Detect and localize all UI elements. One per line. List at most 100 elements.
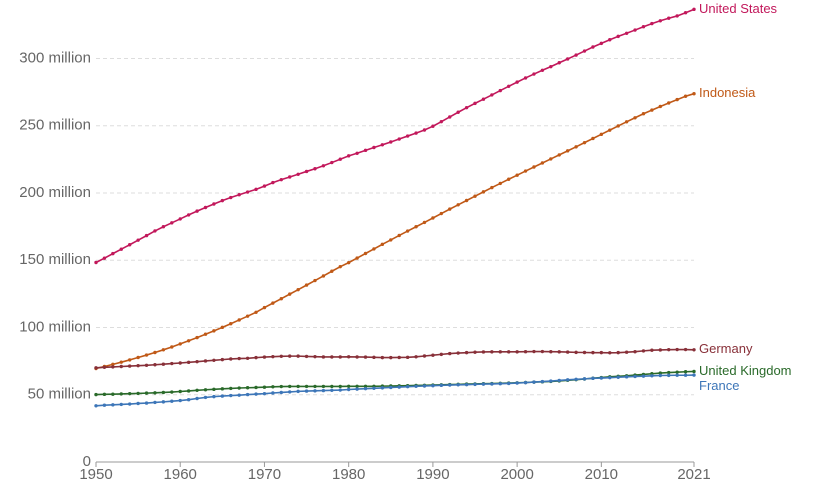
point xyxy=(212,394,216,399)
point xyxy=(422,354,427,358)
x-tick-label: 2021 xyxy=(677,466,710,480)
legend-label: United States xyxy=(699,1,778,16)
point xyxy=(456,110,460,114)
point xyxy=(288,390,292,394)
point xyxy=(624,31,629,35)
point xyxy=(658,104,663,109)
point xyxy=(675,347,679,352)
point xyxy=(549,157,553,161)
point xyxy=(195,396,199,401)
point xyxy=(237,386,241,390)
point xyxy=(616,350,620,355)
point xyxy=(448,351,452,356)
point xyxy=(330,269,334,273)
point xyxy=(119,392,123,396)
point xyxy=(111,365,115,369)
point xyxy=(144,233,149,238)
point xyxy=(624,350,629,354)
point xyxy=(102,392,107,397)
line xyxy=(95,370,695,396)
point xyxy=(144,401,149,405)
point xyxy=(532,380,536,384)
point xyxy=(127,358,132,362)
point xyxy=(338,157,342,161)
point xyxy=(229,195,233,200)
point xyxy=(523,76,528,80)
point xyxy=(304,384,309,389)
point xyxy=(608,375,612,380)
point xyxy=(220,387,225,391)
point xyxy=(161,390,166,395)
point xyxy=(296,354,300,358)
point xyxy=(540,379,545,384)
point xyxy=(582,377,587,381)
point xyxy=(161,225,166,229)
point xyxy=(178,342,182,346)
y-tick-label: 100 million xyxy=(19,318,91,335)
point xyxy=(102,403,107,407)
point xyxy=(330,355,334,359)
point xyxy=(153,229,157,233)
point xyxy=(414,225,418,229)
point xyxy=(195,209,199,213)
point xyxy=(111,403,115,407)
point xyxy=(220,325,225,330)
point xyxy=(119,402,123,407)
point xyxy=(195,388,199,393)
point xyxy=(616,34,620,39)
point xyxy=(498,350,502,354)
point xyxy=(212,329,216,333)
point xyxy=(178,217,182,221)
point xyxy=(557,61,561,65)
point xyxy=(549,64,553,69)
point xyxy=(624,120,629,124)
point xyxy=(304,354,309,359)
point xyxy=(464,198,469,203)
point xyxy=(355,151,359,155)
point xyxy=(127,364,132,368)
point xyxy=(380,386,385,390)
point xyxy=(540,68,545,72)
line xyxy=(95,348,695,369)
point xyxy=(557,153,561,157)
point xyxy=(380,355,385,360)
y-tick-label: 50 million xyxy=(28,386,91,403)
point xyxy=(464,105,469,110)
point xyxy=(448,115,452,119)
point xyxy=(94,366,98,370)
point xyxy=(346,260,351,265)
point xyxy=(229,386,233,391)
point xyxy=(498,181,502,186)
point xyxy=(692,7,696,12)
point xyxy=(641,349,646,353)
point xyxy=(153,350,157,355)
point xyxy=(313,384,317,389)
point xyxy=(599,376,604,380)
point xyxy=(641,112,646,116)
point xyxy=(229,357,233,361)
point xyxy=(346,387,351,392)
point xyxy=(414,131,418,135)
point xyxy=(481,350,486,354)
point xyxy=(136,391,140,396)
point xyxy=(405,355,410,360)
point xyxy=(186,360,191,365)
point xyxy=(591,376,595,381)
point xyxy=(245,386,250,390)
point xyxy=(237,356,241,361)
x-tick-label: 1970 xyxy=(248,466,281,480)
point xyxy=(271,385,275,389)
point xyxy=(279,354,283,358)
point xyxy=(481,97,486,101)
point xyxy=(338,388,342,392)
point xyxy=(464,350,469,355)
point xyxy=(279,296,283,301)
point xyxy=(94,404,98,408)
point xyxy=(616,124,620,128)
y-tick-label: 0 xyxy=(83,453,91,470)
point xyxy=(237,393,241,397)
series xyxy=(94,347,696,370)
point xyxy=(692,91,696,96)
point xyxy=(456,203,460,207)
